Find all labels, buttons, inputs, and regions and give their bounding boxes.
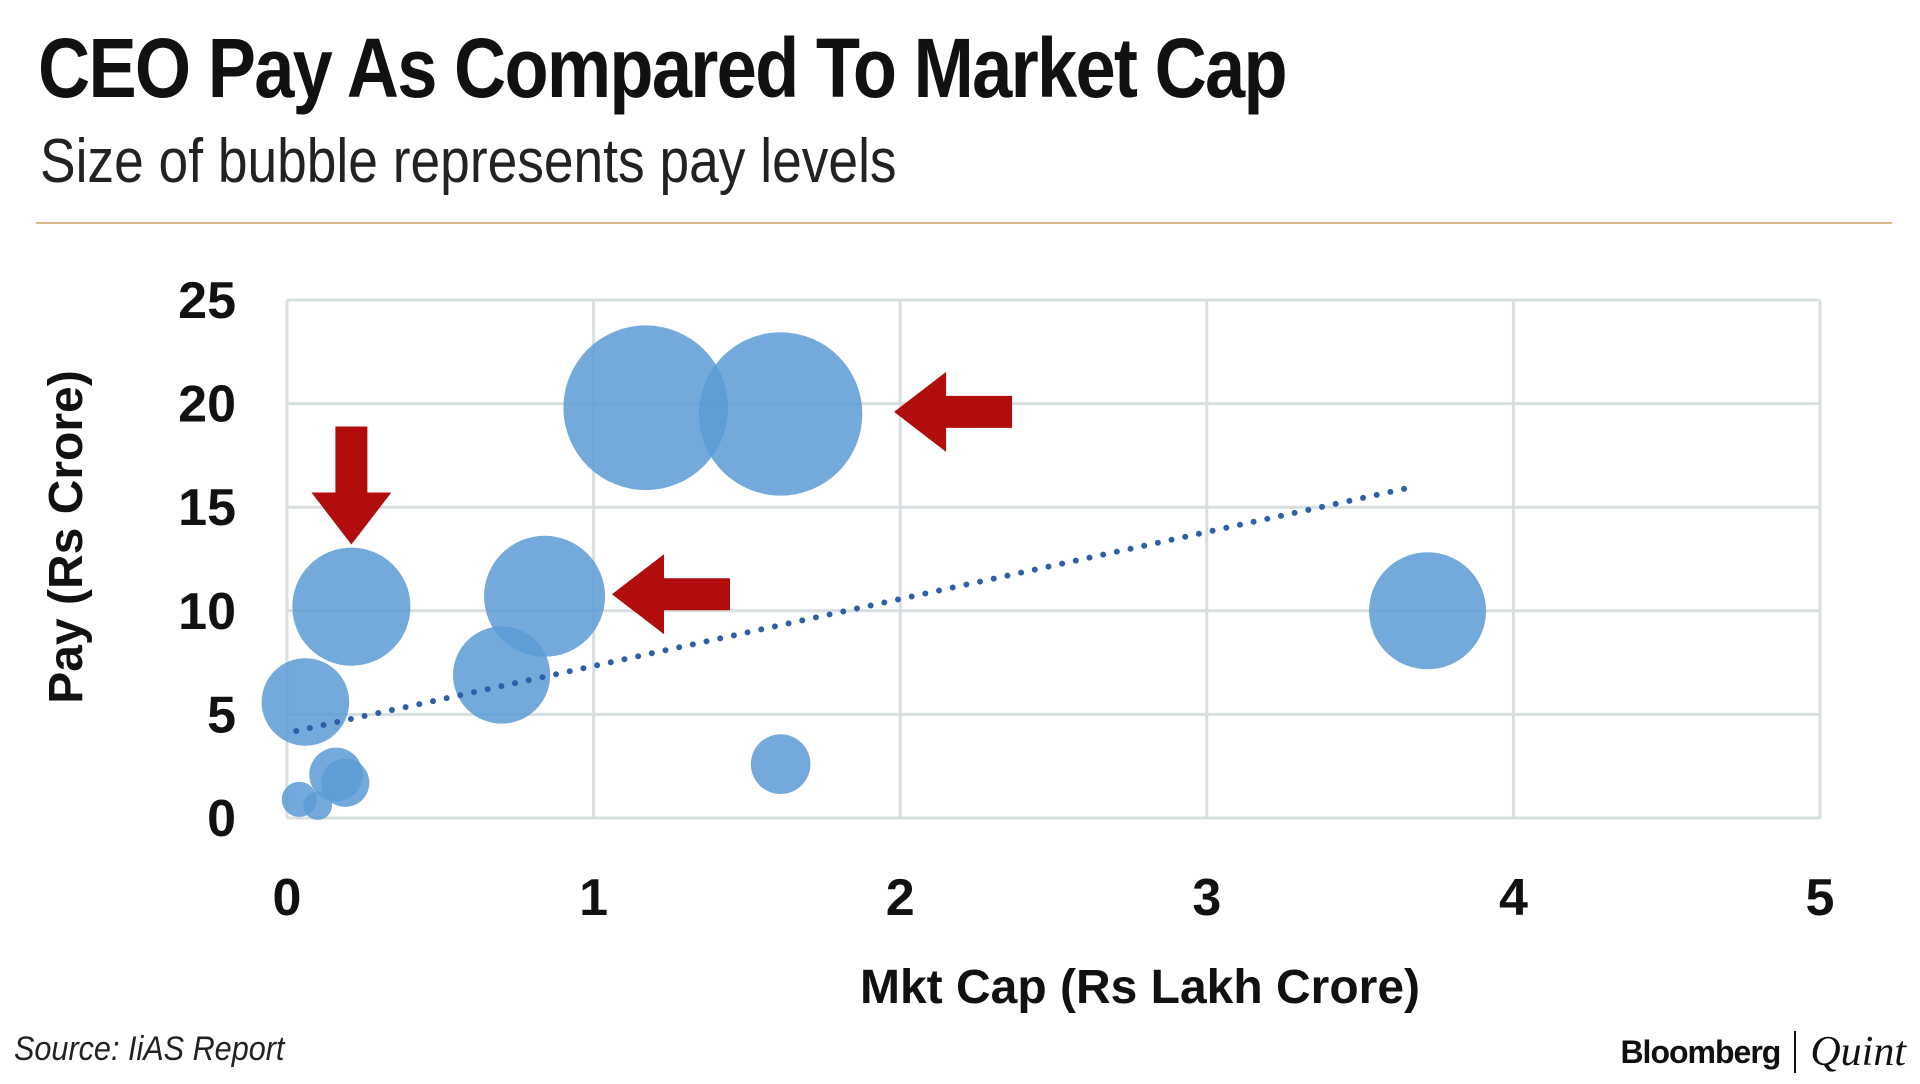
chart-title: CEO Pay As Compared To Market Cap bbox=[38, 21, 1288, 115]
brand-bloomberg: Bloomberg bbox=[1620, 1033, 1781, 1070]
bubble-point bbox=[453, 626, 551, 724]
bubble-point bbox=[698, 332, 863, 496]
bubble-point bbox=[303, 791, 332, 820]
y-tick-label: 20 bbox=[178, 376, 236, 434]
x-tick-label: 0 bbox=[273, 869, 302, 927]
brand-quint: Quint bbox=[1810, 1029, 1906, 1075]
x-tick-label: 2 bbox=[886, 869, 915, 927]
x-tick-label: 3 bbox=[1192, 869, 1221, 927]
bubble-point bbox=[484, 535, 606, 657]
x-tick-label: 1 bbox=[579, 869, 608, 927]
trendline bbox=[293, 483, 1419, 734]
y-tick-label: 0 bbox=[207, 790, 236, 848]
y-tick-label: 25 bbox=[178, 272, 236, 330]
red-arrow bbox=[611, 554, 730, 635]
x-axis-label: Mkt Cap (Rs Lakh Crore) bbox=[860, 961, 1420, 1014]
brand-logo: Bloomberg Quint bbox=[1620, 1028, 1906, 1076]
red-arrow bbox=[311, 426, 392, 545]
source-note: Source: IiAS Report bbox=[14, 1030, 285, 1068]
bubble-point bbox=[292, 547, 411, 666]
chart-subtitle: Size of bubble represents pay levels bbox=[40, 127, 897, 196]
x-tick-label: 5 bbox=[1806, 869, 1835, 927]
bubble-point bbox=[750, 734, 811, 794]
y-axis-ticks: 0 5 10 15 20 25 bbox=[178, 272, 236, 848]
trendline-group bbox=[293, 483, 1419, 734]
bubble-point bbox=[1369, 552, 1487, 670]
annotation-arrows bbox=[311, 371, 1013, 635]
bubble-point bbox=[321, 758, 370, 807]
brand-separator bbox=[1794, 1031, 1797, 1073]
bubbles bbox=[261, 325, 1487, 820]
y-tick-label: 5 bbox=[207, 686, 236, 744]
x-axis-ticks: 0 1 2 3 4 5 bbox=[273, 869, 1835, 927]
red-arrow bbox=[894, 371, 1013, 452]
y-tick-label: 15 bbox=[178, 479, 236, 537]
x-tick-label: 4 bbox=[1499, 869, 1528, 927]
y-tick-label: 10 bbox=[178, 583, 236, 641]
bubble-point bbox=[563, 325, 729, 491]
y-axis-label: Pay (Rs Crore) bbox=[40, 370, 93, 703]
header-divider bbox=[36, 222, 1892, 224]
bubble-point bbox=[261, 658, 350, 746]
